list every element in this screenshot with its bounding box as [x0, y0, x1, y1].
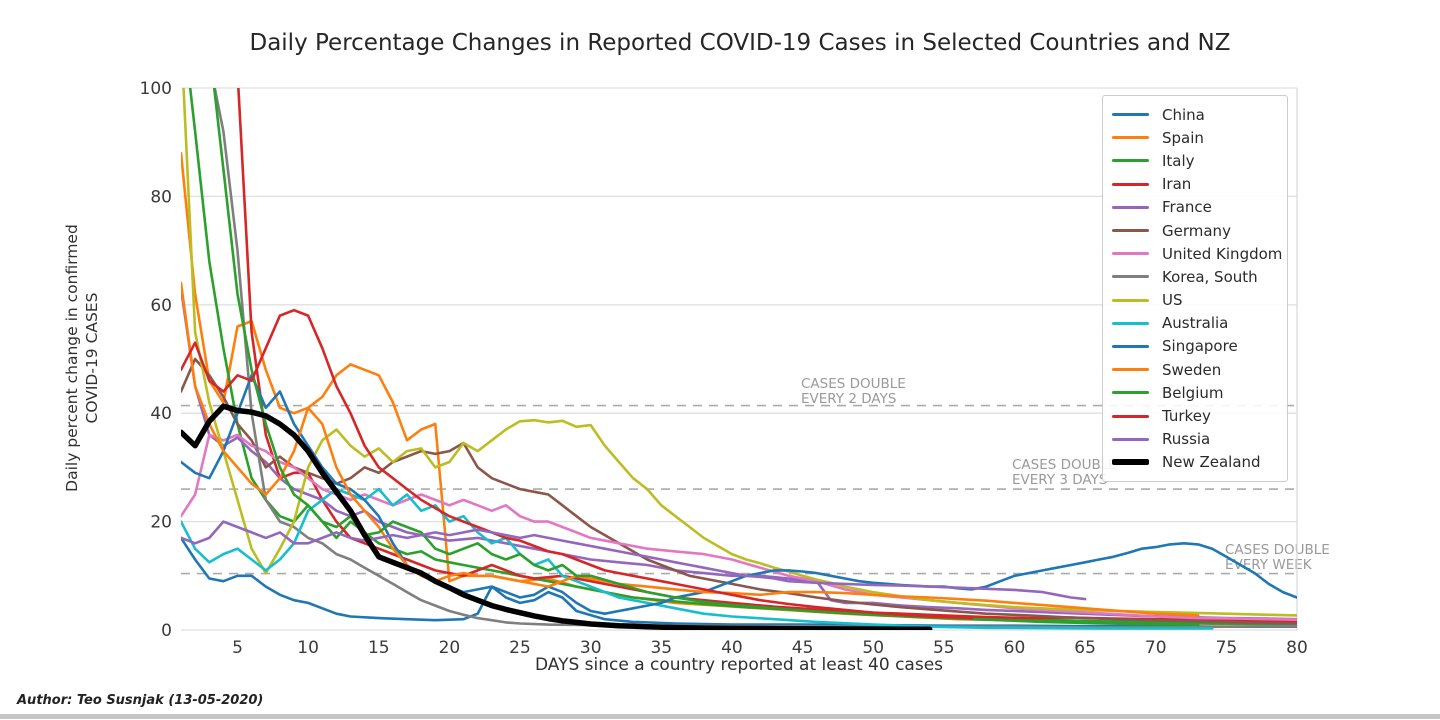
legend-item-belgium: Belgium [1112, 381, 1287, 404]
legend-swatch-spain [1112, 136, 1149, 140]
legend-label: Germany [1162, 221, 1231, 240]
series-line-sweden [181, 281, 1200, 617]
x-tick-label-35: 35 [650, 638, 672, 658]
legend-swatch-turkey [1112, 414, 1149, 418]
legend-item-australia: Australia [1112, 312, 1287, 335]
y-tick-label-20: 20 [150, 513, 172, 533]
legend-item-sweden: Sweden [1112, 358, 1287, 381]
legend-label: China [1162, 105, 1205, 124]
annotation-line: EVERY 3 DAYS [1012, 471, 1108, 488]
x-tick-label-25: 25 [509, 638, 531, 658]
series-line-belgium [212, 88, 1200, 626]
x-tick-label-65: 65 [1074, 638, 1096, 658]
y-tick-label-60: 60 [150, 296, 172, 316]
legend-swatch-united-kingdom [1112, 252, 1149, 256]
series-group [181, 88, 1297, 630]
annotation-line: CASES DOUBLE [1225, 542, 1330, 558]
legend-label: Turkey [1162, 407, 1211, 426]
series-line-germany [181, 357, 1297, 625]
legend-item-china: China [1112, 103, 1287, 126]
legend-label: Belgium [1162, 383, 1224, 402]
x-tick-label-70: 70 [1145, 638, 1167, 658]
x-tick-label-15: 15 [368, 638, 390, 658]
annotation-line: EVERY 2 DAYS [801, 390, 897, 407]
legend-swatch-italy [1112, 159, 1149, 163]
legend-label: Australia [1162, 314, 1229, 333]
x-tick-label-10: 10 [297, 638, 319, 658]
legend-swatch-sweden [1112, 368, 1149, 372]
legend-label: France [1162, 198, 1212, 217]
legend-swatch-china [1112, 113, 1149, 117]
legend-label: Italy [1162, 151, 1195, 170]
legend-item-france: France [1112, 196, 1287, 219]
legend-item-singapore: Singapore [1112, 335, 1287, 358]
legend-label: Singapore [1162, 337, 1238, 356]
x-tick-label-80: 80 [1286, 638, 1308, 658]
legend-item-united-kingdom: United Kingdom [1112, 242, 1287, 265]
x-tick-label-5: 5 [232, 638, 243, 658]
legend-swatch-iran [1112, 182, 1149, 186]
legend-label: New Zealand [1162, 453, 1261, 472]
annotation-line: CASES DOUBLE [801, 376, 906, 392]
legend-swatch-russia [1112, 437, 1149, 441]
legend-item-turkey: Turkey [1112, 404, 1287, 427]
series-line-iran [237, 88, 1297, 624]
series-line-singapore [181, 374, 1297, 615]
x-tick-label-60: 60 [1004, 638, 1026, 658]
legend-label: US [1162, 291, 1183, 310]
x-tick-label-75: 75 [1216, 638, 1238, 658]
legend-item-russia: Russia [1112, 428, 1287, 451]
legend-label: Spain [1162, 128, 1204, 147]
legend-label: United Kingdom [1162, 244, 1283, 263]
legend-item-iran: Iran [1112, 173, 1287, 196]
legend-swatch-korea-south [1112, 275, 1149, 279]
legend-label: Sweden [1162, 360, 1222, 379]
legend-swatch-australia [1112, 321, 1149, 325]
series-line-us [182, 88, 1297, 617]
y-tick-label-100: 100 [140, 79, 172, 99]
legend-swatch-germany [1112, 229, 1149, 233]
y-tick-label-0: 0 [161, 621, 172, 641]
legend-label: Russia [1162, 430, 1211, 449]
legend-item-spain: Spain [1112, 126, 1287, 149]
legend-item-germany: Germany [1112, 219, 1287, 242]
y-tick-label-40: 40 [150, 404, 172, 424]
x-tick-label-45: 45 [792, 638, 814, 658]
x-tick-label-55: 55 [933, 638, 955, 658]
series-line-russia [181, 520, 1087, 601]
annotation-cases-double-2-days: CASES DOUBLE EVERY 2 DAYS [801, 377, 906, 406]
annotation-line: CASES DOUBLE [1012, 457, 1117, 473]
legend: China Spain Italy Iran France Germany United K… [1102, 95, 1288, 482]
x-axis-label: DAYS since a country reported at least 4… [534, 655, 944, 675]
legend-label: Korea, South [1162, 267, 1258, 286]
series-line-new-zealand [181, 403, 933, 630]
y-tick-label-80: 80 [150, 187, 172, 207]
x-tick-label-20: 20 [439, 638, 461, 658]
legend-swatch-belgium [1112, 391, 1149, 395]
x-tick-label-50: 50 [862, 638, 884, 658]
series-line-australia [181, 487, 1214, 630]
legend-item-italy: Italy [1112, 149, 1287, 172]
author-credit: Author: Teo Susnjak (13-05-2020) [17, 693, 264, 708]
legend-swatch-us [1112, 298, 1149, 302]
x-tick-label-40: 40 [721, 638, 743, 658]
legend-item-new-zealand: New Zealand [1112, 451, 1287, 474]
legend-item-us: US [1112, 289, 1287, 312]
annotation-cases-double-3-days: CASES DOUBLE EVERY 3 DAYS [1012, 458, 1117, 487]
series-line-turkey [181, 308, 974, 620]
legend-swatch-france [1112, 205, 1149, 209]
x-tick-label-30: 30 [580, 638, 602, 658]
legend-label: Iran [1162, 175, 1192, 194]
legend-swatch-new-zealand [1112, 459, 1149, 466]
legend-item-korea-south: Korea, South [1112, 265, 1287, 288]
chart-title: Daily Percentage Changes in Reported COV… [249, 30, 1231, 56]
legend-swatch-singapore [1112, 344, 1149, 348]
bottom-divider [0, 714, 1440, 719]
